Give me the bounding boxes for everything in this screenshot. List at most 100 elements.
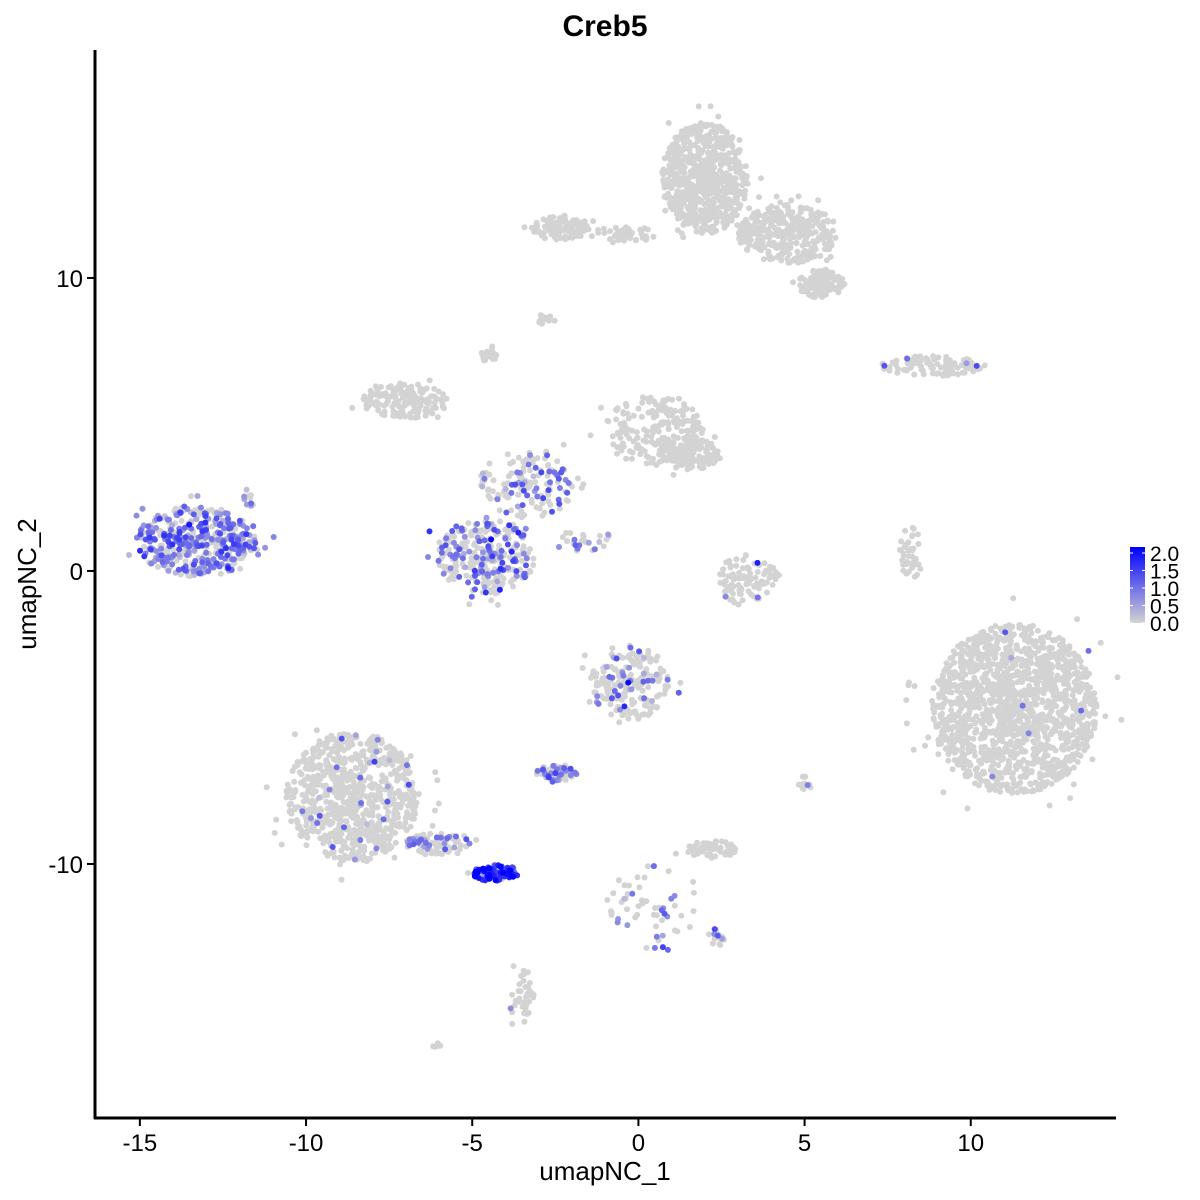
cell-point [673,210,680,217]
cell-point [1014,679,1021,686]
cell-point [650,412,657,419]
cell-point [368,792,374,798]
cell-point [396,765,402,772]
cell-point [273,816,280,823]
cell-point [708,186,715,192]
cell-point [1097,639,1104,646]
cell-point [271,829,278,836]
cell-point [977,684,984,691]
cell-point [1052,747,1059,754]
cell-point [643,236,650,243]
cell-point [689,449,696,456]
cell-point [537,317,544,324]
cell-point [940,689,947,696]
cell-point [580,481,587,488]
cell-point [940,733,946,740]
cell-point [736,137,743,143]
cell-point [886,367,893,374]
cell-point [542,235,548,242]
cell-point [822,281,829,288]
cell-point [318,807,325,814]
cell-point [425,400,432,407]
cell-point [701,201,708,207]
cell-point [1091,696,1098,702]
cell-point [1066,643,1073,650]
cell-point [665,168,672,175]
cell-point [893,357,900,364]
cell-point [343,818,350,824]
cell-point [715,213,721,219]
cell-point [746,205,753,212]
cell-point [494,601,501,608]
cell-point [563,497,570,504]
cell-point [672,408,679,414]
cell-point [653,657,660,664]
cell-point [811,294,818,300]
cell-point [673,205,680,212]
cell-point [697,440,704,446]
cell-point [650,233,657,240]
cell-point [814,282,821,289]
cell-point [911,371,918,378]
cell-point [1006,764,1013,770]
cell-point [679,462,686,468]
cell-point [992,689,999,696]
cell-point [1066,733,1073,740]
cell-point [766,574,773,581]
cell-point [451,533,458,540]
cell-point [653,462,660,468]
cell-point [725,573,732,580]
cell-point [678,175,685,181]
cell-point [1082,695,1089,701]
cell-point [305,786,312,793]
cell-point [687,214,694,221]
cell-point [351,827,358,834]
cell-point [637,451,644,458]
cell-point [1018,689,1025,696]
cell-point [719,145,726,152]
cell-point [726,150,732,157]
cell-point [728,205,735,212]
cell-point [374,387,381,394]
cell-point [599,677,606,683]
cell-point [1034,785,1041,791]
cell-point [363,807,370,814]
cell-point [725,196,732,203]
cell-point [707,103,714,110]
cell-point [411,815,417,822]
cell-point [719,139,726,146]
cell-point [601,230,608,237]
cell-point [1024,719,1031,726]
cell-point [623,425,630,432]
cell-point [550,227,557,234]
cell-point [823,257,830,264]
cell-point [783,202,790,209]
cell-point [381,392,388,399]
cell-point [732,155,739,162]
cell-point [732,184,739,191]
cell-point [967,716,974,723]
cell-point [402,815,409,822]
cell-point [645,454,652,461]
cell-point [294,762,300,769]
cell-point [551,317,558,324]
cell-point [391,854,398,861]
cell-point [613,407,620,414]
cell-point [1046,630,1053,637]
cell-point [662,442,669,449]
cell-point [641,711,648,718]
cell-point [922,742,928,749]
cell-point [733,194,740,201]
cell-point [1008,788,1015,795]
cell-point [367,775,374,782]
cell-point [621,693,628,700]
cell-point [287,794,294,801]
cell-point [616,234,623,241]
cell-point [528,496,535,503]
cell-point [748,223,755,230]
cell-point [329,736,336,743]
cell-point [625,654,631,661]
cell-point [341,790,348,797]
cell-point [650,440,657,447]
cell-point [713,156,720,163]
